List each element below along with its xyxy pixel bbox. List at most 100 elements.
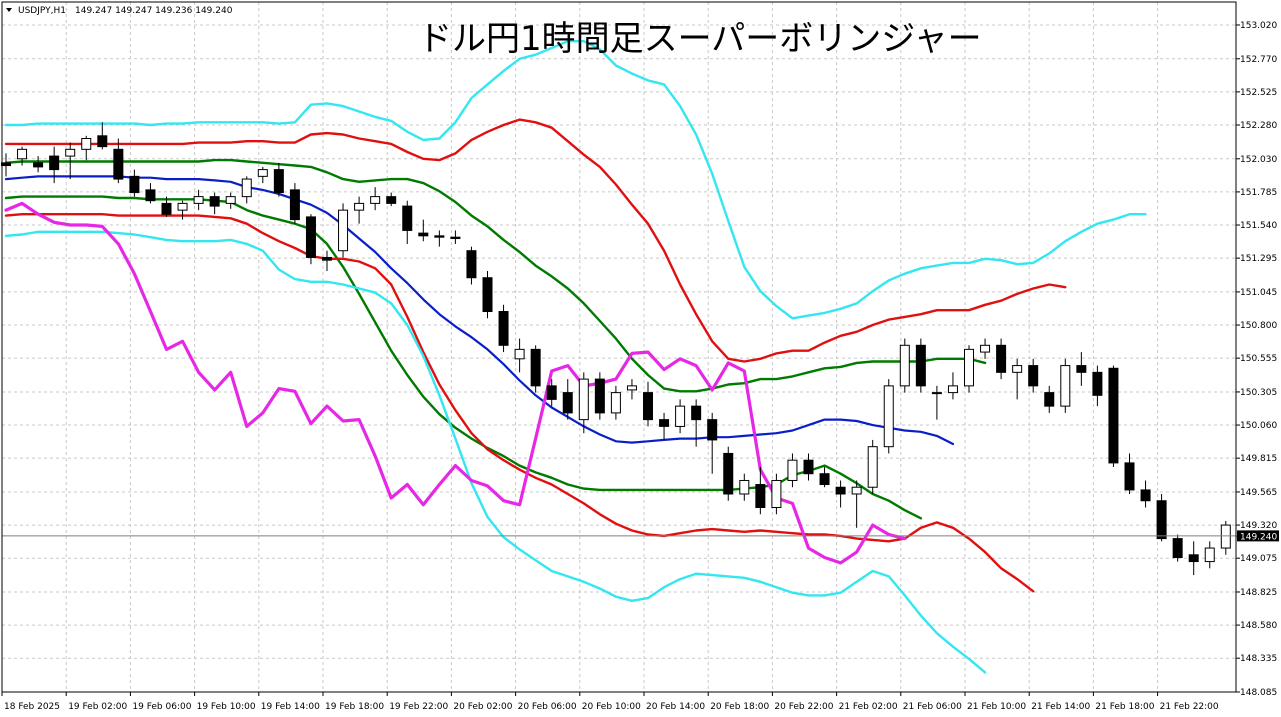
y-tick-label: 151.045: [1240, 288, 1277, 298]
candle: [466, 246, 477, 285]
time-axis[interactable]: 18 Feb 2025 19 Feb 02:00 19 Feb 06:00 19 Fe…: [1, 692, 1219, 712]
candle: [771, 473, 782, 515]
x-tick-label: 20 Feb 14:00: [646, 702, 705, 712]
candle-body-down: [707, 419, 718, 441]
candle-body-down: [723, 452, 734, 495]
plot-frame: [1, 1, 1237, 693]
chart-title: ドル円1時間足スーパーボリンジャー: [418, 19, 982, 59]
candle: [129, 169, 140, 197]
x-tick-label: 19 Feb 02:00: [68, 702, 127, 712]
candle: [241, 176, 252, 204]
candle: [578, 372, 589, 434]
candle-body-up: [980, 344, 991, 353]
x-tick-label: 21 Feb 22:00: [1160, 702, 1219, 712]
candle-body-up: [193, 196, 204, 204]
candle: [803, 453, 814, 481]
candle: [17, 146, 28, 166]
candle-body-down: [498, 311, 509, 346]
y-tick-label: 148.825: [1240, 588, 1277, 598]
candle-body-up: [354, 202, 365, 211]
candle-body-down: [289, 189, 300, 221]
candle: [145, 183, 156, 204]
candle-body-up: [65, 148, 76, 157]
ohlc-readout: 149.247 149.247 149.236 149.240: [75, 6, 233, 16]
candle-body-down: [1076, 365, 1087, 373]
x-tick-label: 19 Feb 14:00: [261, 702, 320, 712]
candle-body-up: [675, 405, 686, 427]
y-tick-label: 151.785: [1240, 188, 1277, 198]
candle: [675, 399, 686, 434]
candle: [338, 203, 349, 258]
candle-body-up: [610, 392, 621, 414]
candle-body-up: [899, 344, 910, 387]
candle: [787, 453, 798, 488]
series-line-1: [4, 118, 1067, 363]
candle: [723, 446, 734, 501]
candle: [1220, 521, 1231, 555]
candle-body-up: [81, 138, 92, 150]
candle: [739, 473, 750, 501]
band-lines: [4, 40, 1147, 674]
candle: [1108, 365, 1119, 467]
candle-body-down: [1188, 554, 1199, 563]
candle: [899, 338, 910, 393]
candle: [322, 250, 332, 271]
x-tick-label: 20 Feb 02:00: [453, 702, 512, 712]
x-tick-label: 21 Feb 14:00: [1031, 702, 1090, 712]
candle-body-down: [402, 205, 413, 231]
candle-body-up: [947, 385, 958, 394]
candle-body-down: [322, 256, 332, 261]
y-tick-label: 150.305: [1240, 388, 1277, 398]
candle-body-up: [257, 169, 268, 177]
candle-body-up: [867, 446, 878, 488]
x-tick-label: 18 Feb 2025: [4, 702, 60, 712]
candle-body-down: [434, 235, 445, 238]
candle-body-down: [1108, 367, 1119, 464]
candle: [594, 372, 605, 420]
candle-body-down: [273, 169, 284, 194]
x-tick-label: 20 Feb 22:00: [774, 702, 833, 712]
series-line-3: [4, 175, 955, 446]
candle-body-down: [418, 232, 429, 237]
y-tick-label: 148.085: [1240, 688, 1277, 698]
candle: [370, 187, 381, 211]
candlesticks: [1, 122, 1247, 576]
candle: [1172, 534, 1183, 562]
candle-body-down: [1140, 489, 1151, 502]
candle: [402, 200, 413, 244]
y-tick-label: 149.320: [1240, 521, 1277, 531]
candle-body-down: [1, 162, 11, 167]
candle: [707, 412, 718, 474]
candle-body-down: [803, 459, 814, 475]
candle-body-up: [514, 348, 525, 360]
y-tick-label: 151.540: [1240, 221, 1277, 231]
y-tick-label: 149.815: [1240, 454, 1277, 464]
candle-body-up: [851, 486, 862, 495]
y-tick-label: 152.030: [1240, 155, 1277, 165]
series-line-6: [4, 230, 987, 674]
dropdown-triangle-icon[interactable]: [6, 8, 12, 12]
candle-body-down: [386, 196, 397, 204]
candle-body-up: [883, 385, 894, 448]
candle-body-down: [996, 344, 1007, 373]
price-axis[interactable]: 153.020 152.770 152.525 152.280 152.030 151.7…: [1236, 21, 1277, 698]
series-line-0: [4, 40, 1147, 320]
candle: [1092, 365, 1103, 407]
candle-body-down: [1092, 371, 1103, 396]
candle-body-down: [450, 236, 461, 240]
candle-body-down: [546, 385, 557, 400]
candle: [1156, 493, 1167, 542]
candle-body-down: [530, 348, 541, 387]
candle: [1188, 541, 1199, 576]
candle: [1044, 385, 1055, 413]
candle-body-up: [787, 459, 798, 481]
grid: [2, 2, 1236, 693]
candle-body-down: [1044, 392, 1055, 407]
candle: [354, 196, 365, 224]
candle: [1076, 352, 1087, 386]
candle: [819, 466, 830, 488]
y-tick-label: 150.060: [1240, 421, 1277, 431]
candle-body-up: [225, 196, 236, 204]
candle: [450, 230, 461, 244]
